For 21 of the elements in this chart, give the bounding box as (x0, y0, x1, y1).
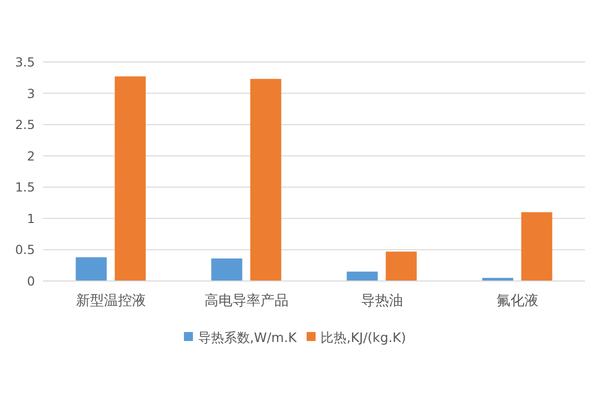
bar (250, 78, 282, 281)
bar (346, 272, 378, 281)
y-tick-label: 1.5 (15, 180, 35, 195)
x-tick-label: 氟化液 (496, 293, 538, 309)
bar (114, 76, 146, 281)
bar (211, 258, 242, 281)
y-tick-label: 3 (27, 86, 35, 101)
x-tick-label: 高电导率产品 (204, 293, 288, 309)
bar (386, 252, 417, 281)
legend-label: 导热系数,W/m.K (198, 331, 298, 346)
x-tick-label: 新型温控液 (76, 293, 146, 309)
bar (521, 212, 552, 281)
legend-label: 比热,KJ/(kg.K) (320, 331, 406, 346)
y-tick-label: 1 (27, 210, 35, 226)
y-tick-label: 3.5 (15, 54, 35, 70)
y-tick-label: 0 (27, 274, 36, 288)
y-tick-label: 2 (27, 148, 35, 164)
x-tick-label: 导热油 (360, 293, 403, 309)
bar (76, 257, 107, 281)
y-tick-label: 2.5 (15, 117, 35, 132)
y-tick-label: 0.5 (15, 242, 35, 258)
